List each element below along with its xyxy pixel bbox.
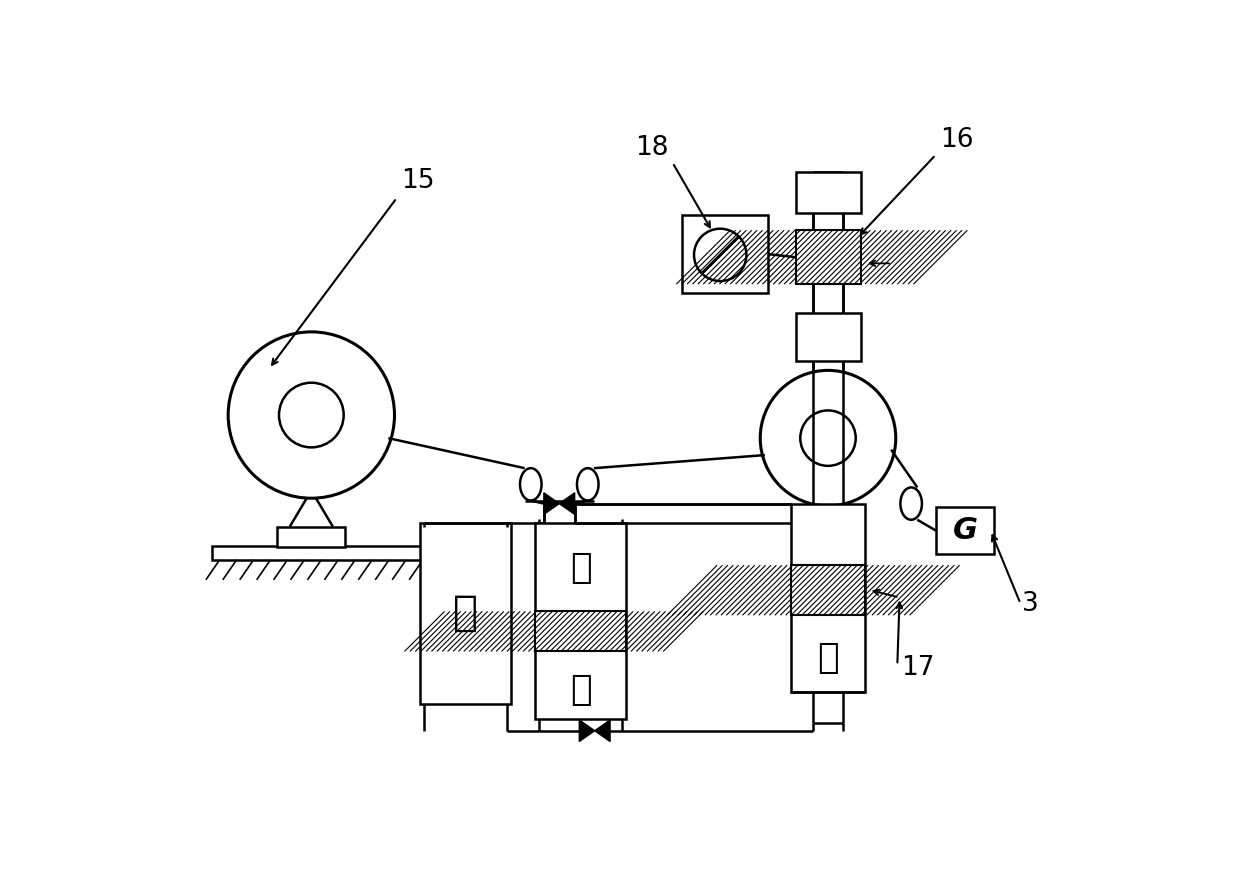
Bar (936, 508, 994, 554)
Polygon shape (579, 720, 595, 741)
Text: 17: 17 (901, 656, 935, 681)
Text: 气: 气 (453, 592, 477, 634)
Circle shape (279, 383, 343, 448)
Circle shape (800, 410, 856, 466)
Ellipse shape (520, 468, 542, 500)
Circle shape (228, 332, 394, 499)
Bar (791, 504, 866, 692)
Text: 18: 18 (635, 135, 670, 161)
Polygon shape (595, 720, 610, 741)
Polygon shape (544, 492, 559, 515)
Text: 16: 16 (940, 127, 973, 153)
Circle shape (760, 370, 895, 506)
Bar (796, 172, 861, 212)
Text: 液: 液 (817, 640, 838, 674)
Bar (536, 523, 626, 719)
Bar (796, 230, 861, 285)
Bar (682, 215, 768, 293)
Circle shape (694, 228, 746, 281)
Polygon shape (559, 492, 574, 515)
Text: 15: 15 (402, 168, 435, 194)
Ellipse shape (900, 487, 923, 520)
Bar (536, 611, 626, 651)
Ellipse shape (577, 468, 599, 500)
Bar (420, 523, 511, 704)
Bar (212, 546, 435, 560)
Text: G: G (952, 516, 977, 545)
Text: 液: 液 (570, 673, 591, 707)
Text: 气: 气 (570, 550, 591, 584)
Bar (796, 313, 861, 361)
Bar (791, 566, 866, 615)
Text: 3: 3 (1022, 591, 1039, 617)
Bar (278, 526, 345, 547)
